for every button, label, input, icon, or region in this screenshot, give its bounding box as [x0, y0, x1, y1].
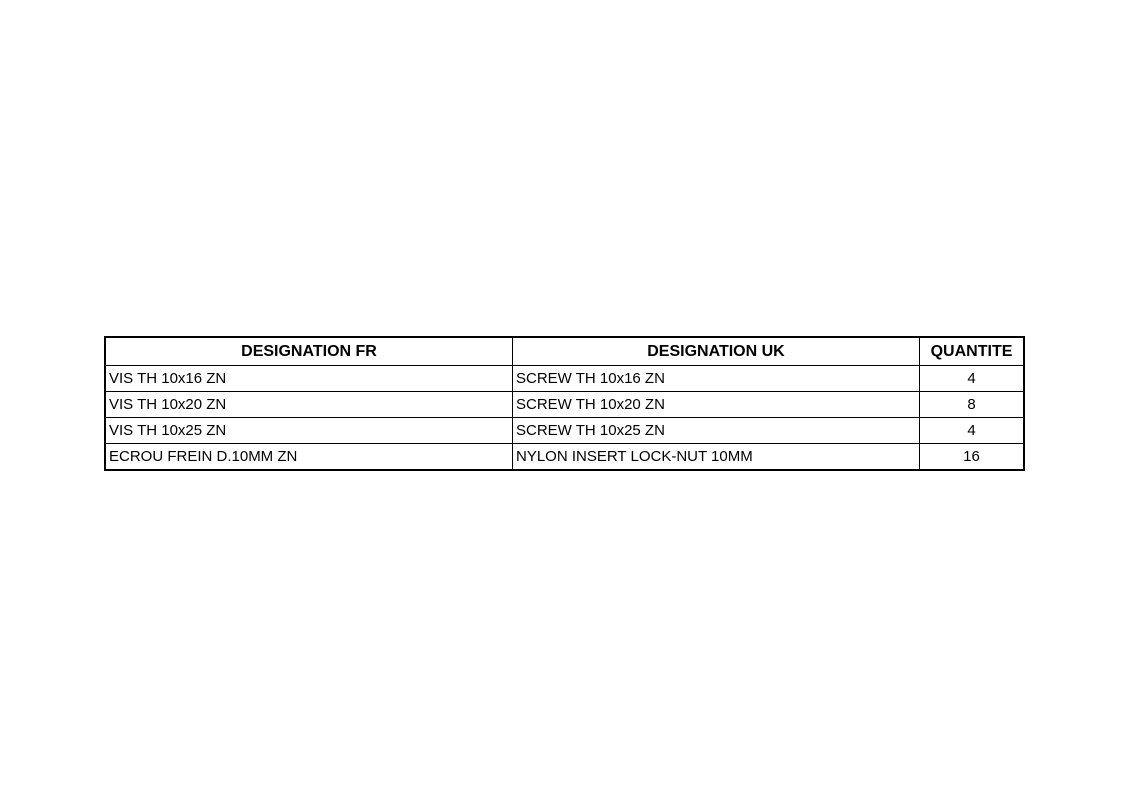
quantite-cell: 16	[919, 443, 1025, 471]
parts-table: DESIGNATION FR DESIGNATION UK QUANTITE V…	[104, 336, 1025, 471]
designation-uk-cell: SCREW TH 10x16 ZN	[512, 365, 920, 392]
table-row: VIS TH 10x20 ZN SCREW TH 10x20 ZN 8	[104, 391, 1025, 418]
designation-fr-cell: VIS TH 10x20 ZN	[104, 391, 513, 418]
designation-fr-cell: ECROU FREIN D.10MM ZN	[104, 443, 513, 471]
table-header-row: DESIGNATION FR DESIGNATION UK QUANTITE	[104, 336, 1025, 366]
table-row: ECROU FREIN D.10MM ZN NYLON INSERT LOCK-N…	[104, 443, 1025, 471]
header-designation-uk: DESIGNATION UK	[512, 336, 920, 366]
quantite-cell: 4	[919, 417, 1025, 444]
designation-fr-cell: VIS TH 10x25 ZN	[104, 417, 513, 444]
table-row: VIS TH 10x25 ZN SCREW TH 10x25 ZN 4	[104, 417, 1025, 444]
designation-uk-cell: NYLON INSERT LOCK-NUT 10MM	[512, 443, 920, 471]
header-designation-fr: DESIGNATION FR	[104, 336, 513, 366]
table-row: VIS TH 10x16 ZN SCREW TH 10x16 ZN 4	[104, 365, 1025, 392]
header-quantite: QUANTITE	[919, 336, 1025, 366]
designation-fr-cell: VIS TH 10x16 ZN	[104, 365, 513, 392]
designation-uk-cell: SCREW TH 10x25 ZN	[512, 417, 920, 444]
quantite-cell: 8	[919, 391, 1025, 418]
quantite-cell: 4	[919, 365, 1025, 392]
designation-uk-cell: SCREW TH 10x20 ZN	[512, 391, 920, 418]
